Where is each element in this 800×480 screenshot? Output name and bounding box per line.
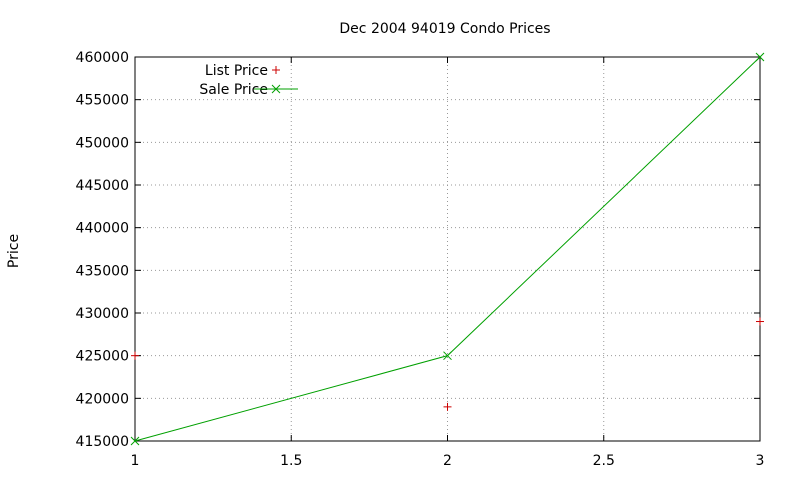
series-0: [131, 317, 764, 411]
data-point: [131, 351, 139, 360]
y-tick-label: 420000: [76, 391, 129, 407]
y-tick-label: 430000: [76, 306, 129, 322]
chart-title: Dec 2004 94019 Condo Prices: [339, 21, 550, 37]
legend-label: List Price: [205, 63, 268, 79]
y-axis-label: Price: [6, 234, 22, 268]
x-tick-label: 3: [756, 453, 765, 469]
y-tick-label: 415000: [76, 434, 129, 450]
legend-marker: [272, 66, 280, 74]
x-tick-label: 2: [443, 453, 452, 469]
series: [130, 52, 765, 446]
x-tick-label: 2.5: [593, 453, 615, 469]
axis-ticks: 1 1.5 2 2.5 3 415000 420000 425000 430000 435000 4…: [76, 50, 765, 469]
data-point: [443, 402, 452, 411]
data-point: [756, 317, 764, 326]
legend-item: Sale Price: [199, 82, 298, 98]
data-point: [443, 351, 452, 361]
grid: [135, 57, 760, 441]
legend: List Price Sale Price: [199, 63, 298, 98]
series-1: [130, 52, 765, 446]
data-point: [130, 436, 140, 446]
y-tick-label: 435000: [76, 263, 129, 279]
y-tick-label: 455000: [76, 93, 129, 109]
data-point: [755, 52, 765, 62]
y-tick-label: 445000: [76, 178, 129, 194]
x-tick-label: 1.5: [280, 453, 302, 469]
legend-label: Sale Price: [199, 82, 268, 98]
y-tick-label: 425000: [76, 349, 129, 365]
legend-item: List Price: [205, 63, 280, 79]
y-tick-label: 460000: [76, 50, 129, 66]
y-tick-label: 450000: [76, 135, 129, 151]
y-tick-label: 440000: [76, 221, 129, 237]
legend-marker: [271, 84, 281, 94]
x-tick-label: 1: [131, 453, 140, 469]
